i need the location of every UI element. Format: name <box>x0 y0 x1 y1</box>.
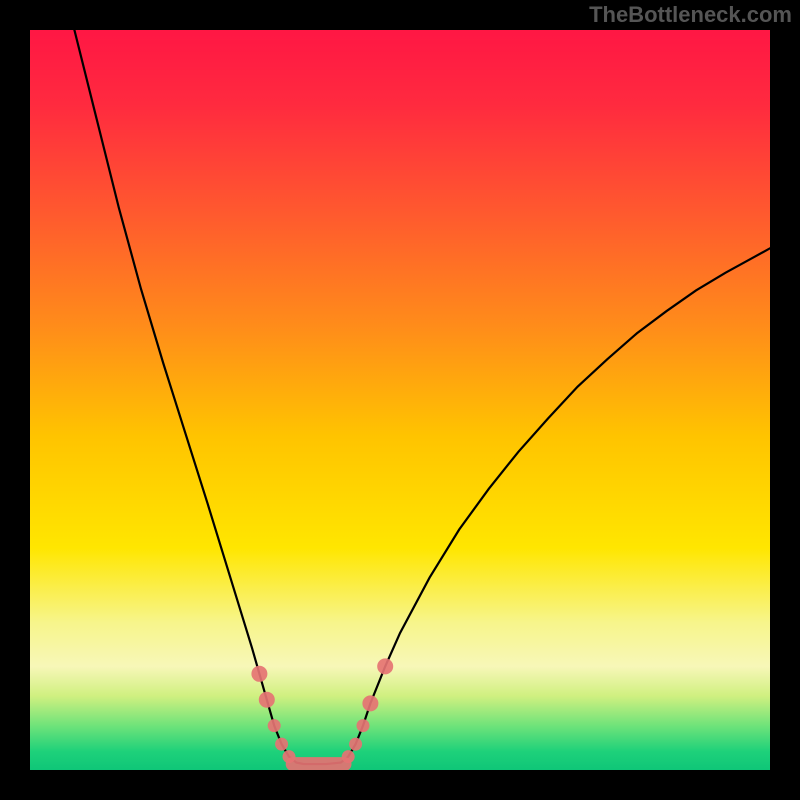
curve-marker <box>357 719 370 732</box>
plot-area <box>30 30 770 770</box>
curve-marker <box>377 658 393 674</box>
curve-marker <box>362 695 378 711</box>
watermark-text: TheBottleneck.com <box>589 2 792 28</box>
curve-marker <box>259 692 275 708</box>
chart-container: TheBottleneck.com <box>0 0 800 800</box>
curve-marker <box>275 738 288 751</box>
curve-marker <box>349 738 362 751</box>
gradient-background <box>30 30 770 770</box>
curve-marker <box>251 666 267 682</box>
chart-svg <box>30 30 770 770</box>
curve-marker <box>342 750 355 763</box>
curve-marker <box>283 750 296 763</box>
curve-marker <box>268 719 281 732</box>
